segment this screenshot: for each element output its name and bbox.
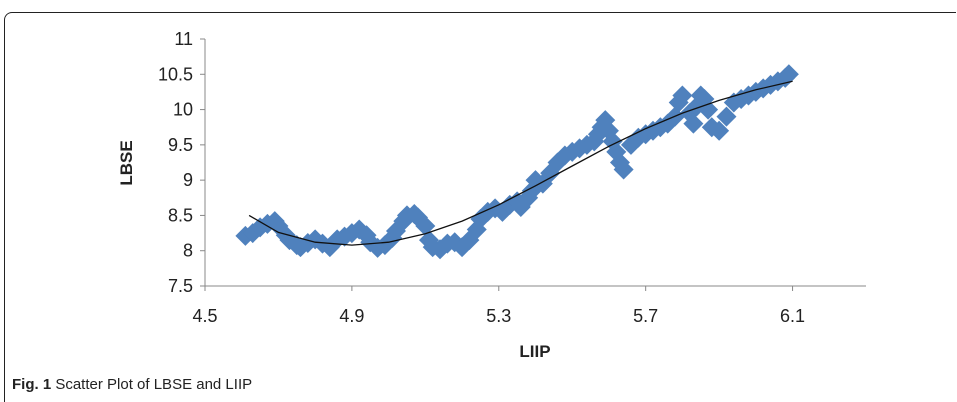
- y-tick-label: 11: [174, 29, 193, 49]
- y-tick-label: 9: [183, 170, 193, 190]
- data-point: [778, 64, 799, 85]
- y-tick-labels: 7.5 8 8.5 9 9.5 10 10.5 11: [158, 29, 205, 296]
- data-point: [709, 120, 730, 141]
- y-tick-label: 7.5: [168, 276, 193, 296]
- y-tick-label: 8: [183, 241, 193, 261]
- data-point: [415, 216, 436, 237]
- data-point: [587, 124, 608, 145]
- x-tick-label: 4.9: [339, 306, 364, 326]
- data-point: [595, 110, 616, 131]
- data-points: [235, 64, 799, 260]
- data-point: [672, 85, 693, 106]
- x-tick-label: 5.7: [633, 306, 658, 326]
- y-tick-label: 10.5: [158, 64, 193, 84]
- figure-caption: Fig. 1 Scatter Plot of LBSE and LIIP: [12, 376, 252, 393]
- data-point: [716, 106, 737, 127]
- y-tick-label: 10: [173, 100, 193, 120]
- figure-caption-label: Fig. 1: [12, 376, 52, 393]
- x-tick-label: 4.5: [192, 306, 217, 326]
- y-axis-title: LBSE: [117, 140, 136, 185]
- figure-caption-text: Scatter Plot of LBSE and LIIP: [51, 376, 253, 393]
- x-tick-label: 5.3: [486, 306, 511, 326]
- data-point: [635, 124, 656, 145]
- trend-line: [248, 80, 793, 246]
- y-tick-label: 8.5: [168, 205, 193, 225]
- x-tick-label: 6.1: [780, 306, 805, 326]
- data-point: [698, 99, 719, 120]
- y-tick-label: 9.5: [168, 135, 193, 155]
- data-point: [613, 159, 634, 180]
- data-point: [683, 113, 704, 134]
- figure-frame: [4, 12, 956, 402]
- x-axis-title: LIIP: [519, 342, 550, 361]
- x-tick-labels: 4.5 4.9 5.3 5.7 6.1: [192, 286, 805, 326]
